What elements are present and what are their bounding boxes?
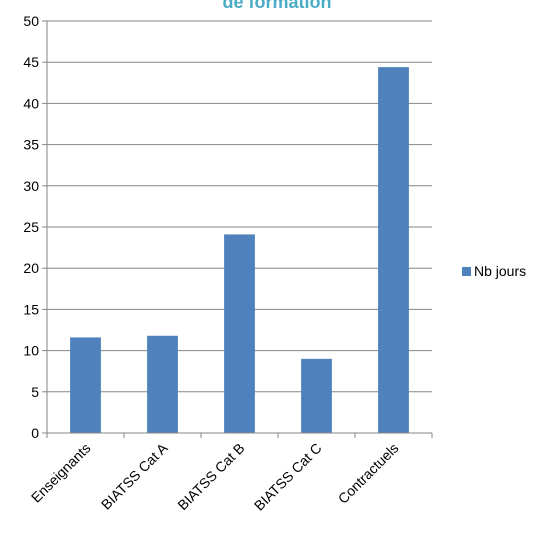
y-tick-label: 0 [31, 425, 39, 441]
x-tick-label: BIATSS Cat C [251, 440, 325, 514]
legend-label: Nb jours [474, 263, 526, 279]
legend-swatch [462, 267, 471, 276]
y-tick-label: 20 [23, 260, 39, 276]
y-tick-labels: 0 5 10 15 20 25 30 35 40 45 50 [23, 13, 39, 441]
y-tick-label: 35 [23, 137, 39, 153]
bars [70, 67, 409, 434]
y-tick-label: 5 [31, 384, 39, 400]
y-tick-label: 40 [23, 95, 39, 111]
y-tick-label: 25 [23, 219, 39, 235]
y-tick-label: 10 [23, 343, 39, 359]
bar [147, 335, 178, 433]
y-tick-label: 50 [23, 13, 39, 29]
x-tick-label: BIATSS Cat B [174, 440, 247, 513]
y-tick-label: 30 [23, 178, 39, 194]
axes [46, 21, 432, 434]
legend: Nb jours [462, 263, 526, 279]
bar [301, 358, 332, 433]
x-tick-label: BIATSS Cat A [98, 439, 171, 512]
bar [70, 337, 101, 433]
bar [224, 234, 255, 433]
chart-title: de formation [222, 0, 331, 12]
y-tick-label: 45 [23, 54, 39, 70]
y-tick-label: 15 [23, 301, 39, 317]
x-tick-label: Enseignants [28, 440, 94, 506]
bar [378, 67, 409, 434]
x-tick-labels: Enseignants BIATSS Cat A BIATSS Cat B BIATS… [28, 439, 402, 513]
x-tick-label: Contractuels [335, 440, 402, 507]
